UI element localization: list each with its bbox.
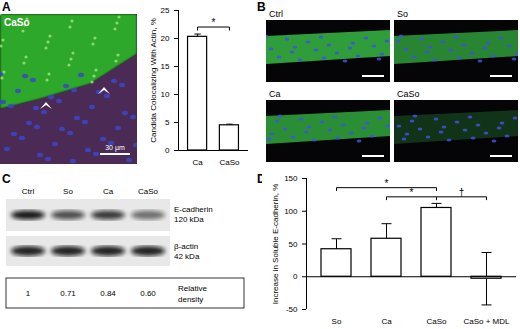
svg-text:30 µm: 30 µm [105, 144, 125, 152]
svg-text:150: 150 [284, 174, 298, 183]
svg-text:*: * [212, 17, 216, 28]
svg-text:5: 5 [165, 118, 170, 127]
svg-text:E-cadherin: E-cadherin [174, 205, 213, 214]
svg-text:15: 15 [161, 62, 170, 71]
svg-text:100: 100 [284, 207, 298, 216]
svg-text:CaSo: CaSo [4, 17, 30, 28]
svg-text:So: So [63, 187, 73, 196]
svg-text:Candida Colocalizing With Acti: Candida Colocalizing With Actin, % [149, 18, 158, 143]
svg-text:25: 25 [161, 6, 170, 15]
svg-text:density: density [178, 295, 203, 304]
svg-text:CaSo: CaSo [397, 89, 420, 99]
svg-text:1: 1 [26, 289, 31, 298]
svg-text:β-actin: β-actin [174, 242, 198, 251]
svg-text:Ctrl: Ctrl [22, 187, 35, 196]
svg-text:CaSo + MDL: CaSo + MDL [463, 317, 510, 326]
svg-text:So: So [332, 317, 342, 326]
svg-text:20: 20 [161, 34, 170, 43]
svg-text:CaSo: CaSo [219, 158, 240, 167]
svg-text:Increase in Soluble E-cadherin: Increase in Soluble E-cadherin, % [271, 184, 280, 305]
svg-text:10: 10 [161, 90, 170, 99]
svg-text:*: * [385, 178, 389, 189]
svg-text:CaSo: CaSo [426, 317, 447, 326]
svg-text:0.84: 0.84 [100, 289, 116, 298]
svg-text:Ca: Ca [381, 317, 392, 326]
svg-text:So: So [397, 9, 408, 19]
svg-text:0: 0 [165, 146, 170, 155]
svg-text:Ca: Ca [103, 187, 114, 196]
svg-text:Ca: Ca [269, 89, 281, 99]
svg-text:Relative: Relative [178, 284, 207, 293]
svg-text:42 kDa: 42 kDa [174, 252, 200, 261]
svg-text:*: * [410, 187, 414, 198]
svg-text:†: † [459, 187, 465, 198]
svg-text:120 kDa: 120 kDa [174, 215, 204, 224]
svg-text:0: 0 [293, 272, 298, 281]
html-text:B: B [257, 0, 266, 14]
svg-text:0.60: 0.60 [140, 289, 156, 298]
svg-text:CaSo: CaSo [138, 187, 159, 196]
html-text:D: D [257, 172, 266, 186]
svg-text:-50: -50 [286, 305, 298, 314]
svg-text:0.71: 0.71 [60, 289, 76, 298]
svg-text:Ctrl: Ctrl [269, 9, 283, 19]
svg-text:50: 50 [289, 240, 298, 249]
svg-text:Ca: Ca [192, 158, 203, 167]
html-text:A: A [2, 0, 11, 14]
html-text:C: C [2, 172, 11, 186]
